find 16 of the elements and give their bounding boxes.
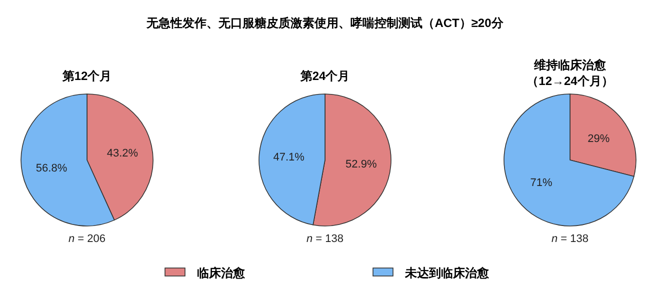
chart-title: 维持临床治愈（12→24个月）	[526, 58, 614, 88]
text: n = 138	[306, 233, 344, 245]
chart-title: 第24个月	[299, 69, 350, 83]
data-label: 52.9%	[346, 158, 377, 170]
chart-title: 第12个月	[61, 69, 112, 83]
text: n = 206	[68, 233, 106, 245]
text: 无急性发作、无口服糖皮质激素使用、哮喘控制测试（ACT）≥20分	[146, 16, 504, 30]
data-label: 71%	[530, 177, 553, 190]
data-label: 47.1%	[273, 152, 305, 164]
data-label: 43.2%	[106, 147, 138, 160]
text: n = 138	[551, 233, 589, 245]
data-label: 56.8%	[36, 162, 68, 175]
pie-slice	[504, 94, 634, 226]
legend-label: 临床治愈	[197, 266, 246, 280]
legend-label: 未达到临床治愈	[404, 266, 490, 280]
data-label: 29%	[588, 132, 610, 145]
